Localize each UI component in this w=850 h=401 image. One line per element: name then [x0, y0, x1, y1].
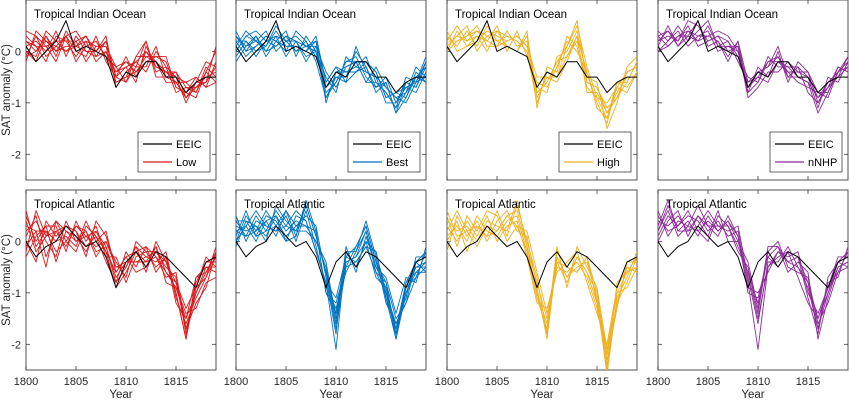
ensemble-line-6 — [658, 20, 848, 99]
reference-line — [658, 225, 848, 289]
panel-title: Tropical Indian Ocean — [666, 9, 778, 21]
chart-panel-8: 1800 1805 1810 1815 Tropical Atlantic Year — [646, 189, 849, 401]
panel-title: Tropical Atlantic — [666, 199, 747, 211]
x-tick-label: 1805 — [274, 376, 298, 388]
x-tick-label: 1815 — [796, 376, 820, 388]
legend-box — [558, 131, 632, 173]
legend-box — [769, 131, 843, 173]
y-tick-label: -2 — [11, 339, 21, 351]
legend: EEIC Low — [137, 131, 211, 173]
legend-label: Best — [386, 157, 408, 169]
x-tick-label: 1805 — [696, 376, 720, 388]
reference-line — [447, 20, 637, 94]
panel-title: Tropical Atlantic — [455, 199, 536, 211]
ensemble-line-5 — [658, 30, 848, 109]
legend-label: EEIC — [386, 139, 412, 151]
ensemble-line-9 — [26, 225, 216, 330]
x-tick-label: 1800 — [435, 376, 459, 388]
x-tick-label: 1800 — [224, 376, 248, 388]
chart-panel-1: 0 -1 -2 Tropical Indian Ocean SAT anomaly (°… — [1, 0, 217, 181]
x-axis-label: Year — [109, 389, 132, 401]
ensemble-line-9 — [236, 204, 426, 330]
x-tick-label: 1815 — [374, 376, 398, 388]
legend-label: nNHP — [808, 157, 837, 169]
ensemble-line-10 — [236, 210, 426, 335]
y-tick-label: -1 — [11, 288, 21, 300]
x-tick-label: 1805 — [64, 376, 88, 388]
chart-panel-3: Tropical Indian Ocean EEIC High — [446, 0, 638, 181]
series-group — [26, 20, 216, 104]
plot-area — [657, 189, 849, 371]
legend-label: EEIC — [808, 139, 834, 151]
chart-panel-6: 1800 1805 1810 1815 Tropical Atlantic Year — [224, 189, 427, 401]
x-tick-label: 1815 — [164, 376, 188, 388]
y-tick-label: -2 — [11, 149, 21, 161]
x-tick-label: 1810 — [324, 376, 348, 388]
reference-line — [236, 225, 426, 289]
series-group — [447, 199, 637, 370]
series-group — [236, 20, 426, 114]
x-tick-label: 1800 — [14, 376, 38, 388]
chart-panel-2: Tropical Indian Ocean EEIC Best — [235, 0, 427, 181]
ensemble-line-4 — [26, 220, 216, 309]
series-group — [236, 199, 426, 350]
legend-label: Low — [176, 157, 196, 169]
ensemble-line-8 — [658, 204, 848, 330]
ensemble-line-8 — [447, 20, 637, 114]
x-axis-label: Year — [319, 389, 342, 401]
legend: EEIC nNHP — [769, 131, 843, 173]
chart-panel-4: Tropical Indian Ocean EEIC nNHP — [657, 0, 849, 181]
panel-title: Tropical Atlantic — [244, 199, 325, 211]
legend: EEIC Best — [347, 131, 421, 173]
series-group — [658, 199, 848, 350]
ensemble-line-8 — [26, 215, 216, 320]
ensemble-line-7 — [26, 30, 216, 104]
y-axis-label: SAT anomaly (°C) — [1, 234, 13, 326]
reference-line — [236, 20, 426, 94]
ensemble-line-10 — [236, 25, 426, 99]
x-tick-label: 1810 — [114, 376, 138, 388]
panel-title: Tropical Atlantic — [34, 199, 115, 211]
ensemble-line-5 — [26, 30, 216, 99]
ensemble-line-5 — [447, 30, 637, 130]
ensemble-line-6 — [658, 210, 848, 340]
x-tick-label: 1815 — [585, 376, 609, 388]
y-tick-label: 0 — [15, 236, 21, 248]
panel-title: Tropical Indian Ocean — [34, 9, 146, 21]
y-tick-label: -1 — [11, 98, 21, 110]
x-tick-label: 1810 — [746, 376, 770, 388]
series-group — [658, 20, 848, 114]
x-axis-label: Year — [741, 389, 764, 401]
series-group — [26, 210, 216, 340]
reference-line — [26, 20, 216, 94]
ensemble-line-6 — [236, 30, 426, 109]
ensemble-line-4 — [658, 204, 848, 314]
plot-area — [235, 189, 427, 371]
ensemble-line-9 — [26, 35, 216, 94]
reference-line — [658, 20, 848, 94]
x-tick-label: 1810 — [535, 376, 559, 388]
panel-title: Tropical Indian Ocean — [244, 9, 356, 21]
legend-label: EEIC — [597, 139, 623, 151]
legend-box — [347, 131, 421, 173]
legend-label: High — [597, 157, 620, 169]
series-group — [447, 20, 637, 130]
x-tick-label: 1800 — [646, 376, 670, 388]
reference-line — [26, 225, 216, 289]
ensemble-line-8 — [236, 35, 426, 104]
chart-panel-7: 1800 1805 1810 1815 Tropical Atlantic Year — [435, 189, 638, 401]
legend: EEIC High — [558, 131, 632, 173]
x-axis-label: Year — [530, 389, 553, 401]
ensemble-line-6 — [236, 210, 426, 335]
legend-label: EEIC — [176, 139, 202, 151]
legend-box — [137, 131, 211, 173]
x-tick-label: 1805 — [485, 376, 509, 388]
ensemble-line-8 — [447, 210, 637, 356]
panel-title: Tropical Indian Ocean — [455, 9, 567, 21]
y-axis-label: SAT anomaly (°C) — [1, 44, 13, 136]
reference-line — [447, 225, 637, 289]
chart-panel-5: 0 -1 -2 1800 1805 1810 1815 Tropical Atlantic SA… — [1, 189, 217, 401]
y-tick-label: 0 — [15, 46, 21, 58]
